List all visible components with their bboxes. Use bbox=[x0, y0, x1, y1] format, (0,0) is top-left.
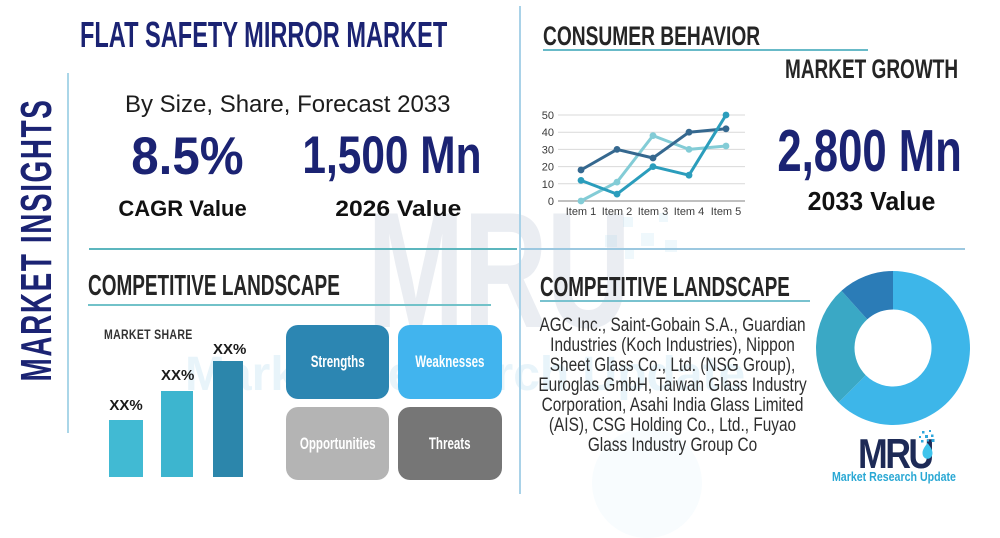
svg-text:Item 3: Item 3 bbox=[638, 206, 669, 218]
svg-text:30: 30 bbox=[542, 144, 554, 156]
svg-text:40: 40 bbox=[542, 127, 554, 139]
svg-text:Item 1: Item 1 bbox=[566, 206, 597, 218]
svg-text:Item 4: Item 4 bbox=[674, 206, 705, 218]
svg-text:10: 10 bbox=[542, 179, 554, 191]
svg-text:0: 0 bbox=[548, 196, 554, 208]
svg-text:Item 2: Item 2 bbox=[602, 206, 633, 218]
svg-text:20: 20 bbox=[542, 162, 554, 174]
svg-text:50: 50 bbox=[542, 110, 554, 122]
svg-text:Item 5: Item 5 bbox=[711, 206, 742, 218]
